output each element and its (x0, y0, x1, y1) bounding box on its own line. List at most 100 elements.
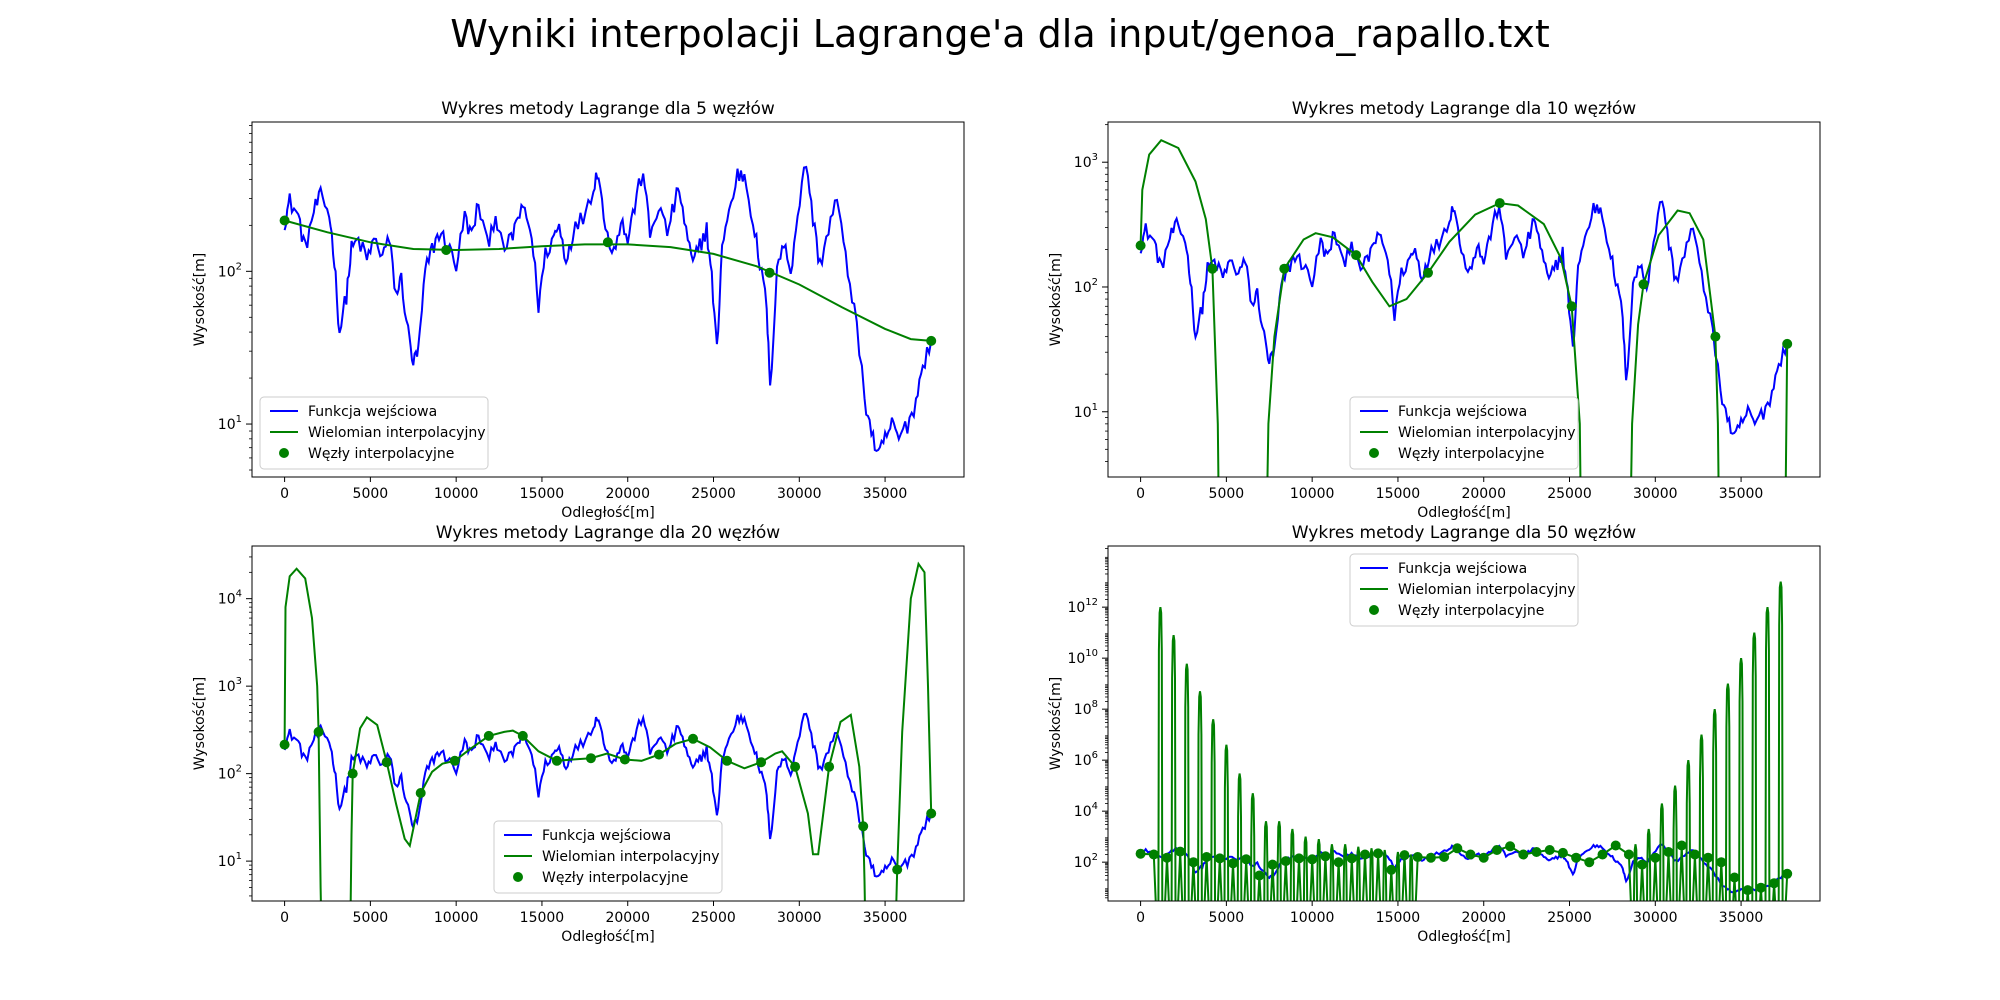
interpolation-node (1676, 840, 1687, 851)
legend-nodes-marker (279, 448, 289, 458)
legend: Funkcja wejściowa Wielomian interpolacyjn… (493, 820, 723, 894)
y-tick-label: 102 (1074, 852, 1098, 871)
x-axis-label: Odległość[m] (1417, 929, 1510, 945)
interpolation-node (1175, 846, 1186, 857)
interpolation-node (1201, 852, 1212, 862)
interpolation-node (1531, 847, 1542, 857)
y-tick-label: 108 (1074, 699, 1098, 718)
y-tick-label: 104 (218, 589, 242, 608)
interpolation-node (1188, 857, 1199, 868)
x-tick-label: 10000 (1290, 486, 1335, 502)
interpolation-node (1571, 852, 1582, 863)
y-axis-label: Wysokość[m] (1048, 253, 1064, 346)
x-tick-label: 5000 (1209, 910, 1245, 926)
interpolation-node (279, 739, 290, 750)
x-tick-label: 30000 (777, 910, 822, 926)
y-tick-label: 101 (218, 414, 242, 433)
y-tick-label: 102 (218, 261, 242, 280)
interpolation-node (1360, 849, 1370, 860)
interpolation-node (1399, 850, 1410, 861)
legend-box (493, 820, 723, 894)
x-tick-label: 0 (280, 910, 289, 926)
x-tick-label: 35000 (863, 910, 908, 926)
interpolation-node (892, 864, 903, 875)
legend-nodes-marker (1369, 448, 1379, 458)
legend-nodes-label: Węzły interpolacyjne (308, 446, 454, 462)
x-tick-label: 10000 (434, 486, 479, 502)
interpolation-node (1557, 847, 1568, 858)
x-tick-label: 5000 (353, 910, 389, 926)
input-function-line (283, 165, 933, 453)
interpolation-node (1597, 849, 1608, 860)
x-tick-label: 15000 (520, 910, 565, 926)
interpolation-node (926, 335, 937, 346)
interpolation-node (858, 821, 869, 832)
interpolation-node (1386, 864, 1397, 875)
figure-title: Wyniki interpolacji Lagrange'a dla input… (450, 12, 1550, 56)
legend-nodes-label: Węzły interpolacyjne (1398, 446, 1544, 462)
x-tick-label: 35000 (863, 486, 908, 502)
interpolation-node (483, 730, 494, 741)
subplot-title: Wykres metody Lagrange dla 20 węzłów (436, 523, 780, 543)
x-tick-label: 10000 (1290, 910, 1335, 926)
input-function-line (1139, 200, 1789, 435)
interpolation-node (1689, 849, 1700, 860)
y-tick-label: 101 (218, 851, 242, 870)
y-tick-label: 104 (1074, 801, 1098, 820)
interpolation-node (1491, 845, 1502, 855)
interpolation-node (1207, 263, 1218, 274)
legend-box (1349, 396, 1579, 470)
interpolation-node (1623, 849, 1634, 860)
interpolation-node (1228, 858, 1238, 869)
interpolation-node (551, 755, 562, 766)
legend-polynomial-label: Wielomian interpolacyjny (1398, 582, 1576, 598)
interpolation-node (1663, 847, 1674, 857)
interpolation-node (1254, 870, 1265, 881)
x-tick-label: 0 (280, 486, 289, 502)
subplot-10-nodes: Wykres metody Lagrange dla 10 węzłów 0 500… (1048, 99, 1821, 521)
interpolation-node (1703, 852, 1714, 863)
y-axis-label: Wysokość[m] (192, 677, 208, 770)
interpolation-polynomial-line (1139, 138, 1789, 477)
interpolation-node (1135, 240, 1146, 251)
interpolation-node (1638, 279, 1649, 290)
x-tick-label: 0 (1136, 486, 1145, 502)
interpolation-node (347, 768, 358, 779)
interpolation-node (1452, 843, 1463, 854)
interpolation-node (1346, 853, 1357, 864)
interpolation-node (1307, 854, 1318, 865)
axes-frame (251, 545, 965, 902)
interpolation-node (1494, 198, 1505, 209)
interpolation-node (415, 788, 426, 798)
plot-area (279, 165, 937, 453)
x-tick-label: 5000 (1209, 486, 1245, 502)
interpolation-node (381, 757, 392, 768)
x-tick-label: 0 (1136, 910, 1145, 926)
interpolation-node (441, 245, 452, 255)
interpolation-node (1518, 849, 1529, 860)
x-tick-label: 10000 (434, 910, 479, 926)
y-tick-label: 106 (1074, 750, 1098, 769)
interpolation-node (585, 753, 596, 764)
legend-function-label: Funkcja wejściowa (542, 828, 671, 844)
interpolation-node (1214, 853, 1225, 864)
legend-nodes-marker (1369, 605, 1379, 615)
interpolation-node (1742, 885, 1753, 896)
y-tick-label: 102 (1074, 277, 1098, 296)
interpolation-node (1566, 301, 1577, 312)
y-tick-label: 103 (218, 676, 242, 695)
plot-area (279, 561, 937, 901)
interpolation-node (1241, 854, 1252, 865)
legend: Funkcja wejściowa Wielomian interpolacyjn… (1349, 396, 1579, 470)
legend-polynomial-label: Wielomian interpolacyjny (1398, 425, 1576, 441)
x-tick-label: 30000 (777, 486, 822, 502)
legend-nodes-marker (513, 872, 523, 882)
interpolation-node (1135, 848, 1146, 859)
interpolation-node (1351, 250, 1362, 261)
interpolation-node (1637, 859, 1648, 870)
interpolation-node (1478, 852, 1489, 863)
interpolation-node (1710, 331, 1721, 342)
legend-box (1349, 553, 1579, 627)
interpolation-node (790, 761, 801, 772)
